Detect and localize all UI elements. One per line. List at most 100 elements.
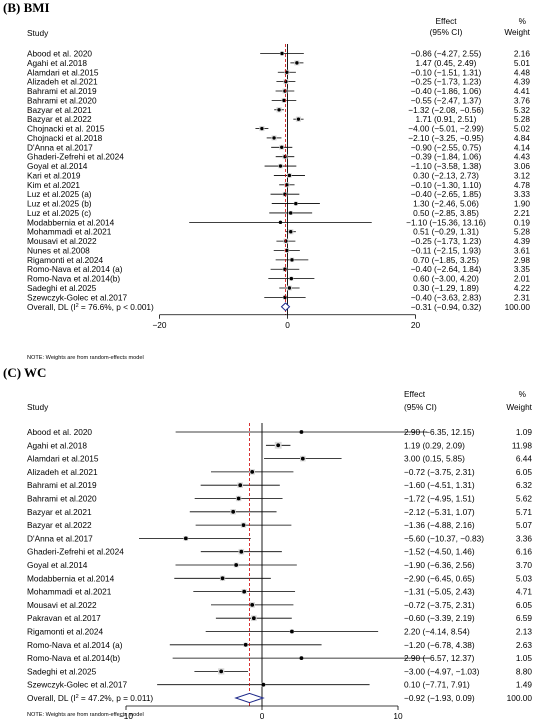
weight-label: 3.33 <box>514 189 531 199</box>
header-effect-bmi: Effect <box>435 16 457 26</box>
study-label: Chojnacki et al.2018 <box>27 133 103 143</box>
effect-ci-label: −0.86 (−4.27, 2.55) <box>411 49 482 59</box>
study-label: Romo-Nava et al.2014 (a) <box>27 640 123 650</box>
weight-label: 5.02 <box>514 124 531 134</box>
point-estimate <box>183 536 188 541</box>
study-label: Modabbernia et al.2014 <box>27 217 115 227</box>
effect-ci-label: 1.19 (0.29, 2.09) <box>404 440 465 450</box>
x-tick-label: 0 <box>285 320 290 330</box>
study-label: Szewczyk-Golec et al.2017 <box>27 680 127 690</box>
overall-weight-label: 100.00 <box>507 693 533 703</box>
study-label: Romo-Nava et al.2014(b) <box>27 653 120 663</box>
study-label: Modabbernia et al.2014 <box>27 573 115 583</box>
point-estimate <box>283 89 287 93</box>
study-label: Kim et al.2021 <box>27 180 80 190</box>
effect-ci-label: 3.00 (0.15, 5.85) <box>404 454 465 464</box>
study-label: Romo-Nava et al.2014 (a) <box>27 264 123 274</box>
effect-ci-label: −2.10 (−3.25, −0.95) <box>408 133 484 143</box>
effect-ci-label: 0.10 (−7.71, 7.91) <box>404 680 470 690</box>
study-label: Bazyar et al.2021 <box>27 507 92 517</box>
weight-label: 6.05 <box>516 467 533 477</box>
study-label: Bazyar et al.2022 <box>27 114 92 124</box>
effect-ci-label: −1.72 (−4.95, 1.51) <box>404 494 475 504</box>
study-label: Bazyar et al.2021 <box>27 105 92 115</box>
study-label: Pakravan et al.2017 <box>27 613 101 623</box>
effect-ci-label: −0.90 (−2.55, 0.75) <box>411 142 482 152</box>
study-label: Agahi et al.2018 <box>27 440 87 450</box>
weight-label: 3.06 <box>514 161 531 171</box>
point-estimate <box>242 589 247 594</box>
point-estimate <box>243 642 248 647</box>
weight-label: 4.48 <box>514 67 531 77</box>
overall-label: Overall, DL (I2 = 47.2%, p = 0.011) <box>27 693 153 703</box>
effect-ci-label: −4.00 (−5.01, −2.99) <box>408 124 484 134</box>
study-label: Mousavi et al.2022 <box>27 236 97 246</box>
weight-label: 5.28 <box>514 114 531 124</box>
weight-label: 4.71 <box>516 587 533 597</box>
point-estimate <box>220 576 225 581</box>
weight-label: 3.76 <box>514 95 531 105</box>
point-estimate <box>300 456 305 461</box>
rows-wc: Abood et al. 2020 2.90 (−6.35, 12.15) 1.09… <box>27 423 532 721</box>
effect-ci-label: 1.30 (−2.46, 5.06) <box>413 199 479 209</box>
point-estimate <box>238 483 243 488</box>
effect-ci-label: −0.72 (−3.75, 2.31) <box>404 600 475 610</box>
weight-label: 4.41 <box>514 86 531 96</box>
x-tick-label: 0 <box>260 711 265 721</box>
effect-ci-label: 2.20 (−4.14, 8.54) <box>404 627 470 637</box>
effect-ci-label: −0.40 (−3.63, 2.83) <box>411 292 482 302</box>
header-weight-wc: Weight <box>506 402 532 412</box>
header-pct-wc: % <box>519 389 527 399</box>
weight-label: 4.39 <box>514 236 531 246</box>
point-estimate <box>278 220 283 225</box>
panel-title-bmi: (B) BMI <box>3 0 50 15</box>
panel-bmi: (B) BMI Study Effect (95% CI) % Weight N… <box>3 0 531 361</box>
point-estimate <box>234 563 239 567</box>
point-estimate <box>299 656 304 660</box>
panel-wc: (C) WC Effect Study (95% CI) % Weight NO… <box>3 365 533 721</box>
effect-ci-label: −0.40 (−2.64, 1.84) <box>411 264 482 274</box>
point-estimate <box>285 70 289 74</box>
weight-label: 2.31 <box>514 292 531 302</box>
point-estimate <box>278 164 283 168</box>
weight-label: 4.39 <box>514 77 531 87</box>
header-study-effect-wc: Effect <box>404 389 426 399</box>
effect-ci-label: −0.25 (−1.73, 1.23) <box>411 77 482 87</box>
point-estimate <box>219 669 224 674</box>
study-label: D'Anna et al.2017 <box>27 533 93 543</box>
study-label: Nunes et al.2008 <box>27 245 90 255</box>
point-estimate <box>283 295 287 300</box>
point-estimate <box>276 443 281 448</box>
effect-ci-label: 0.50 (−2.85, 3.85) <box>413 208 479 218</box>
effect-ci-label: 0.30 (−1.29, 1.89) <box>413 283 479 293</box>
effect-ci-label: 2.90 (−6.57, 12.37) <box>404 653 475 663</box>
study-label: Luz et al.2025 (c) <box>27 208 91 218</box>
effect-ci-label: −0.40 (−1.86, 1.06) <box>411 86 482 96</box>
weight-label: 1.05 <box>516 653 533 663</box>
point-estimate <box>283 154 287 159</box>
point-estimate <box>250 603 255 607</box>
point-estimate <box>287 286 292 290</box>
weight-label: 8.80 <box>516 666 533 676</box>
study-label: Luz et al.2025 (a) <box>27 189 92 199</box>
point-estimate <box>251 616 256 621</box>
x-tick-label: 20 <box>411 320 421 330</box>
weight-label: 5.32 <box>514 105 531 115</box>
header-study-wc: Study <box>27 402 49 412</box>
weight-label: 1.49 <box>516 680 533 690</box>
weight-label: 1.09 <box>516 427 533 437</box>
weight-label: 6.44 <box>516 454 533 464</box>
study-label: Sadeghi et al.2025 <box>27 666 97 676</box>
study-label: Luz et al.2025 (b) <box>27 199 92 209</box>
x-tick-label: −10 <box>119 711 133 721</box>
effect-ci-label: 1.47 (0.45, 2.49) <box>416 58 477 68</box>
point-estimate <box>285 248 289 253</box>
effect-ci-label: 1.71 (0.91, 2.51) <box>416 114 477 124</box>
rows-bmi: Abood et al. 2020 −0.86 (−4.27, 2.55) 2.16… <box>27 44 530 330</box>
study-label: Goyal et al.2014 <box>27 161 88 171</box>
overall-diamond <box>280 302 291 312</box>
weight-label: 2.01 <box>514 274 531 284</box>
overall-ci-label: −0.31 (−0.94, 0.32) <box>411 302 482 312</box>
study-label: Bahrami et al.2019 <box>27 86 97 96</box>
